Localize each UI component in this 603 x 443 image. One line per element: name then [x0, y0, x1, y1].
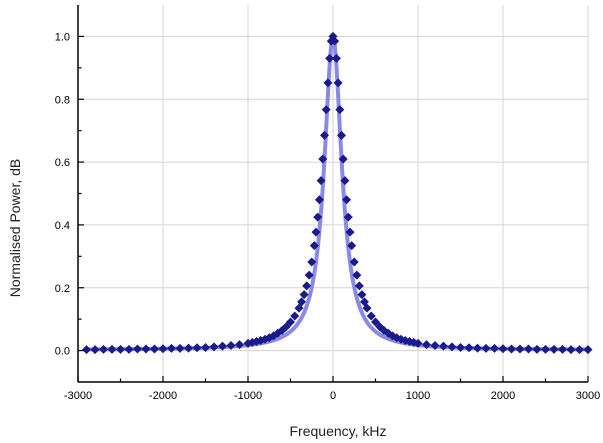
- data-point: [413, 338, 423, 348]
- data-point: [345, 227, 355, 237]
- data-point: [464, 343, 474, 353]
- x-tick-label: 2000: [491, 390, 515, 402]
- data-point: [343, 212, 353, 222]
- data-point: [333, 78, 343, 88]
- data-point: [99, 344, 108, 354]
- data-point: [218, 341, 227, 351]
- data-point: [335, 105, 345, 115]
- data-point: [354, 281, 364, 291]
- data-point: [286, 317, 295, 327]
- data-point: [524, 344, 533, 354]
- x-tick-label: 0: [330, 390, 336, 402]
- data-point: [366, 311, 376, 321]
- y-tick-label: 0.0: [55, 346, 70, 358]
- data-point: [422, 340, 431, 350]
- data-point: [430, 341, 440, 351]
- data-point: [507, 344, 516, 354]
- x-tick-label: 3000: [576, 390, 600, 402]
- data-point: [347, 241, 357, 251]
- data-point: [349, 257, 359, 267]
- data-point: [320, 130, 329, 140]
- data-point: [566, 345, 576, 355]
- data-point: [330, 36, 340, 46]
- data-point: [456, 342, 465, 352]
- axes: [77, 5, 589, 383]
- x-tick-label: -2000: [149, 390, 177, 402]
- x-tick-labels: -3000 -2000 -1000 0 1000 2000 3000: [64, 390, 600, 402]
- data-point: [82, 345, 91, 355]
- data-point: [352, 270, 362, 280]
- data-point: [325, 53, 335, 63]
- data-point: [107, 344, 117, 354]
- y-tick-labels: 0.0 0.2 0.4 0.6 0.8 1.0: [55, 31, 70, 357]
- data-point: [90, 345, 100, 355]
- data-point: [302, 281, 312, 291]
- data-point: [439, 341, 448, 351]
- data-point: [192, 343, 202, 353]
- data-point: [299, 290, 309, 300]
- data-point: [167, 343, 176, 353]
- data-point: [473, 343, 482, 353]
- y-tick-label: 0.2: [55, 283, 70, 295]
- data-point: [357, 290, 367, 300]
- data-point: [323, 78, 333, 88]
- data-point: [184, 343, 193, 353]
- y-tick-label: 0.4: [55, 220, 70, 232]
- data-point: [558, 344, 567, 354]
- data-point: [532, 344, 542, 354]
- data-point: [124, 344, 134, 354]
- data-point: [141, 344, 151, 354]
- data-point: [175, 343, 185, 353]
- data-point: [307, 257, 317, 267]
- data-point: [541, 344, 550, 354]
- data-point: [133, 344, 142, 354]
- data-point: [337, 130, 346, 140]
- data-point: [209, 342, 219, 352]
- data-point: [549, 344, 559, 354]
- data-point: [447, 342, 457, 352]
- x-tick-label: 1000: [406, 390, 430, 402]
- data-point: [235, 340, 244, 350]
- x-tick-label: -1000: [234, 390, 262, 402]
- y-tick-label: 1.0: [55, 31, 70, 43]
- y-axis-title: Normalised Power, dB: [7, 159, 23, 298]
- data-point: [481, 343, 491, 353]
- data-point: [316, 176, 326, 186]
- data-point: [583, 345, 593, 355]
- data-markers: [82, 31, 593, 355]
- y-tick-label: 0.6: [55, 157, 70, 169]
- data-point: [311, 227, 321, 237]
- data-point: [498, 344, 508, 354]
- x-axis-title: Frequency, kHz: [290, 423, 387, 439]
- data-point: [150, 344, 159, 354]
- data-point: [318, 154, 328, 164]
- data-point: [575, 345, 584, 355]
- data-point: [201, 342, 210, 352]
- data-point: [116, 344, 125, 354]
- data-point: [331, 53, 341, 63]
- data-point: [321, 105, 331, 115]
- data-point: [304, 270, 314, 280]
- data-point: [158, 344, 168, 354]
- data-point: [340, 176, 350, 186]
- data-point: [314, 195, 324, 205]
- data-point: [338, 154, 348, 164]
- y-tick-label: 0.8: [55, 94, 70, 106]
- data-point: [297, 297, 307, 307]
- data-point: [290, 311, 300, 321]
- data-point: [362, 303, 372, 313]
- data-point: [313, 212, 323, 222]
- data-point: [226, 341, 236, 351]
- data-point: [309, 241, 319, 251]
- data-point: [515, 344, 525, 354]
- x-tick-label: -3000: [64, 390, 92, 402]
- data-point: [342, 195, 352, 205]
- data-point: [490, 343, 499, 353]
